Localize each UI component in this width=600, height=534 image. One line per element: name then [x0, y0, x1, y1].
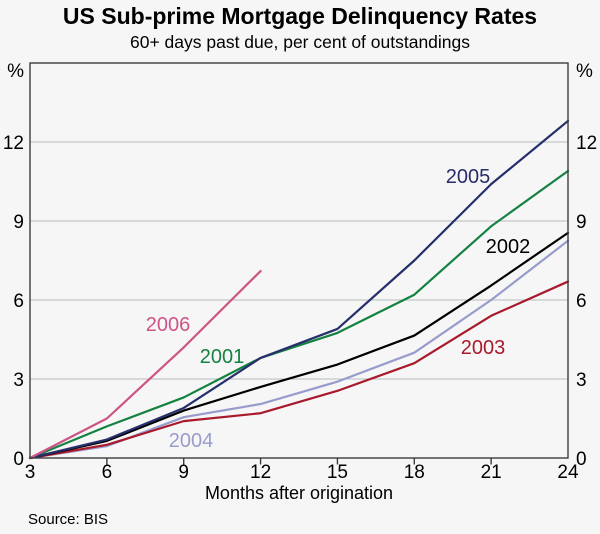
x-tick-label-6: 6 [102, 462, 113, 483]
axis-tick-labels: 3 6 9 12 15 18 21 240 03 36 69 912 12 [3, 133, 597, 483]
y-tick-label-right-0: 0 [576, 449, 587, 470]
series-label-2005: 2005 [446, 166, 491, 188]
y-tick-label-right-9: 9 [576, 212, 587, 233]
y-tick-label-left-3: 3 [13, 370, 24, 391]
series-label-2006: 2006 [146, 314, 191, 336]
chart-title: US Sub-prime Mortgage Delinquency Rates [62, 3, 538, 29]
series-line-2003 [28, 280, 570, 460]
source-note: Source: BIS [28, 511, 109, 528]
x-tick-label-9: 9 [178, 462, 189, 483]
x-tick-label-24: 24 [557, 462, 579, 483]
series-line-2006 [28, 269, 262, 460]
y-tick-label-right-6: 6 [576, 291, 587, 312]
x-tick-label-18: 18 [404, 462, 425, 483]
plot-frame [29, 62, 569, 459]
series-line-2001 [28, 169, 570, 460]
x-axis-ticks [106, 458, 492, 465]
y-tick-label-right-3: 3 [576, 370, 587, 391]
x-tick-label-15: 15 [327, 462, 348, 483]
series-label-2004: 2004 [169, 430, 214, 452]
series-label-2001: 2001 [200, 346, 245, 368]
series-lines [28, 119, 570, 460]
series-labels: 2004 2003 2002 2001 2005 2006 [146, 166, 531, 452]
chart-subtitle: 60+ days past due, per cent of outstandi… [129, 32, 471, 52]
x-axis-title: Months after origination [205, 483, 393, 503]
series-line-2005 [28, 119, 570, 460]
y-tick-label-left-12: 12 [3, 133, 24, 154]
y-tick-label-right-12: 12 [576, 133, 597, 154]
x-tick-label-3: 3 [25, 462, 36, 483]
series-label-2002: 2002 [486, 236, 531, 258]
x-tick-label-21: 21 [481, 462, 502, 483]
plot-border [29, 62, 569, 459]
series-line-2002 [28, 231, 570, 460]
y-tick-label-left-6: 6 [13, 291, 24, 312]
y-axis-unit-left: % [7, 61, 24, 82]
y-axis-unit-right: % [576, 61, 593, 82]
y-tick-label-left-0: 0 [13, 449, 24, 470]
gridlines [30, 141, 568, 380]
series-label-2003: 2003 [461, 337, 506, 359]
y-tick-label-left-9: 9 [13, 212, 24, 233]
x-tick-label-12: 12 [250, 462, 271, 483]
